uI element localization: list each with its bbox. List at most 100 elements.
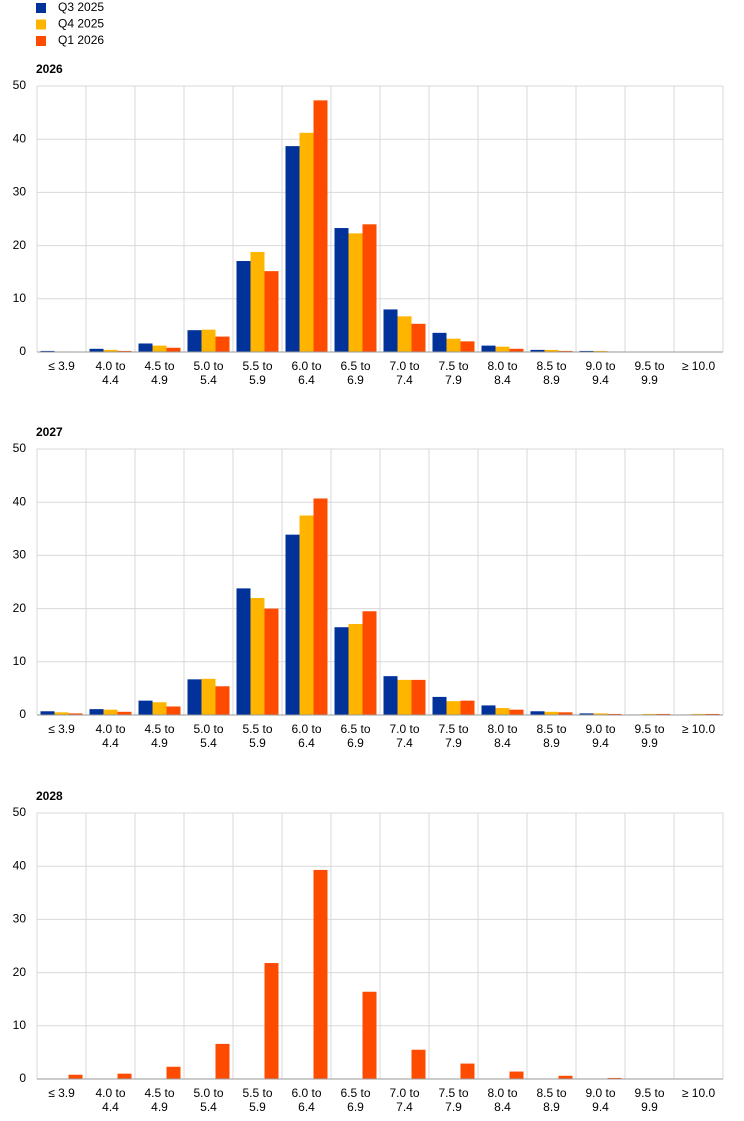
y-tick-label: 30 (13, 548, 27, 562)
legend-label: Q4 2025 (58, 17, 104, 31)
bar (460, 341, 475, 352)
x-tick-label: 6.0 to 6.4 (291, 722, 322, 750)
bar (166, 347, 181, 352)
bar (215, 1043, 230, 1079)
x-tick-label: ≤ 3.9 (48, 1086, 75, 1100)
bar (446, 701, 461, 715)
x-tick-label: 5.5 to 5.9 (242, 722, 273, 750)
x-tick-label: 9.0 to 9.4 (585, 359, 616, 387)
x-tick-label: 9.5 to 9.9 (634, 359, 665, 387)
bar (544, 711, 559, 715)
bar (530, 349, 545, 352)
bar (593, 350, 608, 352)
x-tick-label: 6.0 to 6.4 (291, 359, 322, 387)
bar (299, 515, 314, 715)
x-tick-label: 4.5 to 4.9 (144, 359, 175, 387)
x-tick-label: 8.0 to 8.4 (487, 359, 518, 387)
bar (334, 228, 349, 352)
bar (509, 709, 524, 715)
bar (250, 251, 265, 352)
y-tick-label: 30 (13, 912, 27, 926)
bar (40, 350, 55, 352)
bar (705, 713, 720, 715)
bar (544, 349, 559, 352)
bar (397, 679, 412, 715)
bar (481, 345, 496, 352)
bar (103, 349, 118, 352)
bar (264, 608, 279, 715)
bar (201, 329, 216, 352)
bar (215, 686, 230, 715)
x-tick-label: 9.5 to 9.9 (634, 1086, 665, 1114)
bar (558, 712, 573, 715)
x-tick-label: ≥ 10.0 (681, 359, 716, 373)
y-tick-label: 0 (19, 707, 26, 721)
bar (495, 346, 510, 352)
bar (579, 713, 594, 715)
bar (313, 100, 328, 352)
legend-label: Q3 2025 (58, 0, 104, 14)
x-tick-label: 6.5 to 6.9 (340, 722, 371, 750)
legend-swatch (36, 19, 46, 30)
bar (152, 345, 167, 352)
x-tick-label: 7.5 to 7.9 (438, 359, 469, 387)
y-tick-label: 50 (13, 805, 27, 819)
x-tick-label: 5.5 to 5.9 (242, 359, 273, 387)
bar (285, 146, 300, 352)
bar (313, 498, 328, 715)
bar (558, 350, 573, 352)
bar (40, 711, 55, 715)
bar (250, 597, 265, 715)
bar (530, 711, 545, 715)
x-tick-label: 7.0 to 7.4 (389, 359, 420, 387)
x-tick-label: 7.5 to 7.9 (438, 722, 469, 750)
bar (460, 1063, 475, 1079)
bar (334, 627, 349, 715)
bar (348, 624, 363, 715)
bar (236, 261, 251, 352)
bar (509, 1071, 524, 1079)
bar (607, 713, 622, 715)
bar (691, 713, 706, 715)
x-tick-label: 7.0 to 7.4 (389, 1086, 420, 1114)
bar (103, 709, 118, 715)
x-tick-label: 5.0 to 5.4 (193, 722, 224, 750)
y-tick-label: 50 (13, 78, 27, 92)
bar (411, 1049, 426, 1079)
bar (89, 709, 104, 715)
y-tick-label: 30 (13, 185, 27, 199)
bar (509, 348, 524, 352)
x-tick-label: 4.0 to 4.4 (95, 359, 126, 387)
bar (432, 696, 447, 715)
x-tick-label: 6.5 to 6.9 (340, 1086, 371, 1114)
bar (362, 991, 377, 1079)
y-tick-label: 20 (13, 238, 27, 252)
x-tick-label: 8.5 to 8.9 (536, 1086, 567, 1114)
bar (166, 1066, 181, 1079)
bar (264, 271, 279, 352)
bar (362, 224, 377, 352)
x-tick-label: ≥ 10.0 (681, 1086, 716, 1100)
x-tick-label: 7.0 to 7.4 (389, 722, 420, 750)
bar (432, 332, 447, 352)
bar (215, 336, 230, 352)
bar (593, 713, 608, 715)
x-tick-label: 9.0 to 9.4 (585, 722, 616, 750)
bar (397, 316, 412, 352)
bar (299, 132, 314, 352)
chart-title: 2027 (36, 425, 63, 439)
bar (264, 963, 279, 1079)
bar (348, 233, 363, 352)
bar (187, 330, 202, 352)
x-tick-label: 9.0 to 9.4 (585, 1086, 616, 1114)
y-tick-label: 10 (13, 654, 27, 668)
bar (68, 1074, 83, 1079)
y-tick-label: 20 (13, 601, 27, 615)
bar (383, 309, 398, 352)
y-tick-label: 40 (13, 494, 27, 508)
y-tick-label: 10 (13, 1018, 27, 1032)
x-tick-label: 6.0 to 6.4 (291, 1086, 322, 1114)
x-tick-label: ≥ 10.0 (681, 722, 716, 736)
